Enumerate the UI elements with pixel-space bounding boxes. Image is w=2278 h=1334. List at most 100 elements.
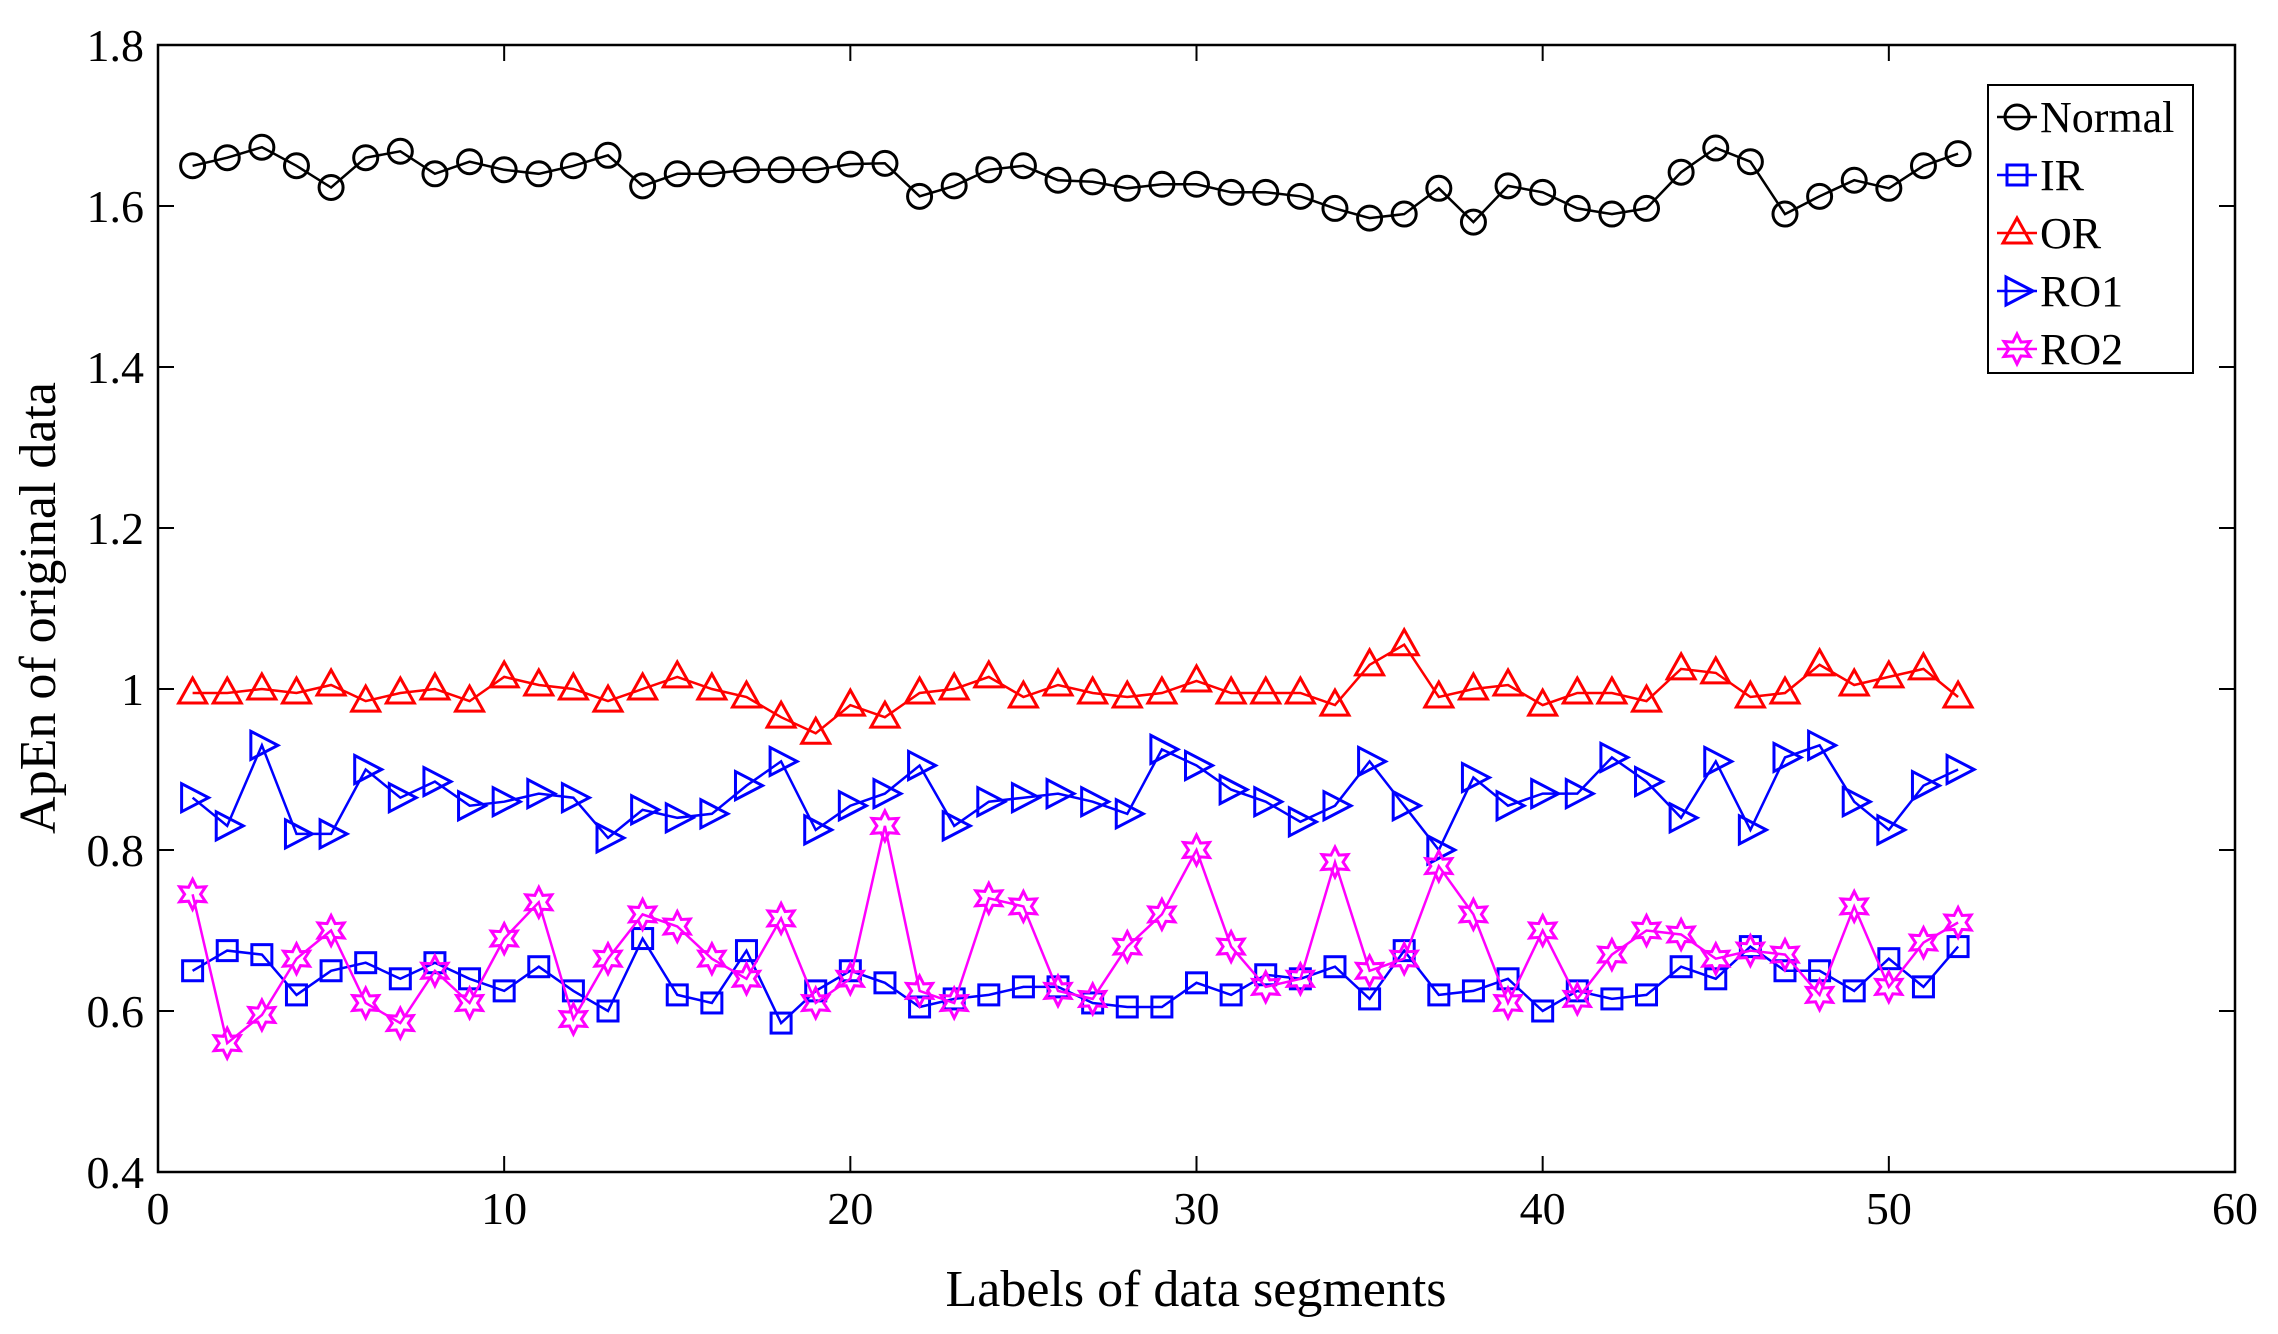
data-point-ir (1185, 971, 1208, 995)
data-point-ro1 (318, 817, 351, 851)
data-point-or (1110, 678, 1144, 709)
data-point-ro2 (938, 984, 971, 1022)
data-point-ro1 (1045, 777, 1078, 811)
data-point-ro2 (1769, 936, 1801, 973)
data-point-ro2 (418, 952, 451, 990)
data-point-or (903, 674, 937, 705)
data-point-ro1 (1010, 781, 1043, 815)
data-point-normal (317, 173, 345, 201)
data-point-ir (1704, 967, 1728, 991)
data-point-ro2 (903, 972, 936, 1010)
y-tick-label: 1.4 (87, 342, 145, 393)
data-point-ro2 (1907, 924, 1940, 961)
data-point-ro2 (1076, 980, 1109, 1018)
data-point-ro2 (522, 883, 555, 921)
legend-marker-or (2000, 214, 2034, 245)
data-point-ro2 (1595, 936, 1628, 973)
data-point-or (1560, 674, 1594, 705)
data-point-ro1 (1772, 740, 1805, 774)
data-point-or (452, 683, 487, 713)
data-point-ro1 (1876, 813, 1909, 847)
data-point-or (176, 674, 210, 705)
data-point-ro2 (1734, 932, 1767, 969)
data-point-ro1 (560, 781, 593, 815)
data-point-ir (388, 967, 412, 991)
data-point-normal (1840, 166, 1868, 194)
data-point-normal (767, 156, 795, 184)
y-tick-label: 0.4 (87, 1147, 145, 1198)
data-point-or (556, 670, 590, 701)
data-point-normal (1183, 170, 1210, 198)
x-tick-label: 50 (1866, 1183, 1912, 1234)
data-point-ir (1842, 979, 1866, 1003)
data-point-ro1 (1737, 813, 1770, 847)
data-point-ir (596, 999, 620, 1023)
legend-label-ro1: RO1 (2040, 267, 2123, 316)
data-point-ir (1531, 999, 1555, 1023)
y-tick-label: 1.6 (87, 181, 145, 232)
data-point-ro1 (1910, 769, 1943, 803)
data-point-ir (1461, 979, 1485, 1003)
legend-marker-normal (2003, 103, 2031, 131)
data-point-ro2 (1319, 843, 1351, 881)
data-point-ro1 (837, 789, 870, 823)
data-point-normal (179, 152, 207, 180)
data-point-ro1 (1841, 785, 1874, 819)
data-point-normal (525, 160, 553, 188)
data-point-normal (282, 152, 310, 180)
data-point-or (210, 674, 244, 705)
data-point-normal (1944, 140, 1972, 168)
data-point-or (1837, 666, 1871, 697)
data-point-normal (1113, 174, 1141, 202)
data-point-ro2 (1457, 896, 1490, 933)
data-point-normal (1390, 200, 1418, 228)
data-point-or (1353, 646, 1387, 677)
data-point-ro1 (768, 744, 801, 778)
data-point-or (1941, 678, 1975, 709)
data-point-ro2 (245, 996, 278, 1034)
data-point-normal (1909, 152, 1937, 180)
data-point-ro1 (1080, 785, 1112, 819)
data-point-or (1872, 658, 1906, 689)
data-point-normal (1459, 208, 1487, 236)
x-axis-title: Labels of data segments (945, 1261, 1446, 1318)
data-point-or (383, 674, 417, 705)
data-point-ro1 (387, 781, 420, 815)
data-point-ro2 (869, 807, 901, 845)
data-point-or (868, 699, 902, 729)
data-point-ir (527, 955, 551, 979)
data-point-ro1 (214, 809, 247, 843)
data-point-ro1 (1807, 728, 1839, 762)
data-point-normal (1529, 178, 1557, 206)
data-point-ro2 (1630, 912, 1663, 949)
data-point-ro2 (176, 875, 209, 913)
data-point-ro2 (1526, 912, 1559, 949)
data-point-normal (698, 160, 726, 188)
data-point-normal (836, 150, 864, 178)
series-ro1 (180, 728, 1978, 867)
data-point-ro1 (733, 769, 766, 803)
data-point-ro2 (349, 984, 382, 1022)
data-point-normal (1217, 178, 1245, 206)
data-point-normal (1148, 170, 1176, 198)
data-point-ro1 (1564, 777, 1597, 811)
data-point-ro2 (280, 940, 313, 978)
data-point-or (1595, 674, 1629, 705)
series-ro2 (176, 807, 1975, 1062)
data-point-ro2 (384, 1004, 417, 1042)
data-point-or (1422, 678, 1456, 709)
data-point-or (695, 670, 729, 701)
data-point-or (972, 658, 1006, 689)
data-point-ro2 (1353, 952, 1386, 990)
legend-marker-ir (2005, 163, 2029, 187)
data-point-or (764, 699, 798, 729)
data-point-or (729, 678, 764, 709)
data-point-or (487, 658, 521, 689)
data-point-normal (1079, 168, 1107, 196)
data-point-ir (1288, 967, 1312, 991)
data-point-normal (732, 156, 760, 184)
data-point-ro2 (834, 960, 867, 998)
data-point-or (626, 670, 660, 701)
data-point-ir (319, 959, 343, 983)
